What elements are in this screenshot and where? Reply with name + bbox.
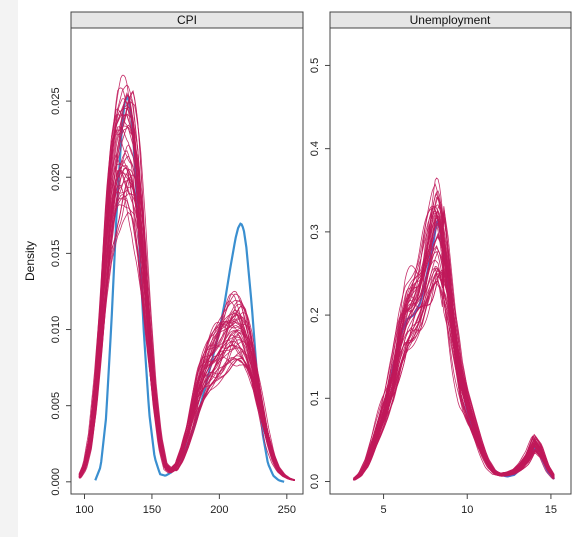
imputed-density-curve	[78, 94, 295, 481]
y-tick-label: 0.000	[50, 468, 62, 496]
imputed-density-curve	[353, 246, 555, 481]
imputed-density-curve	[78, 106, 296, 481]
imputed-density-curve	[353, 245, 555, 480]
unemployment-strip-title: Unemployment	[410, 13, 491, 27]
cpi-plot-frame	[70, 27, 304, 495]
imputed-density-curve	[79, 101, 295, 481]
x-tick-label: 15	[545, 504, 557, 516]
chart-canvas: CPI 100 150 200 250 0.0000.0050.0100.0150.0…	[23, 11, 572, 516]
imputed-density-curve	[78, 184, 296, 481]
imputed-density-curve	[78, 74, 295, 481]
x-tick-label: 250	[278, 504, 296, 516]
y-tick-label: 0.015	[50, 240, 62, 268]
cpi-x-axis: 100 150 200 250	[75, 494, 296, 516]
imputed-density-curve	[353, 210, 555, 481]
y-tick-label: 0.005	[50, 392, 62, 420]
unemployment-plot-frame	[329, 27, 572, 495]
x-tick-label: 5	[380, 504, 386, 516]
y-tick-label: 0.010	[50, 316, 62, 344]
y-tick-label: 0.3	[309, 224, 321, 239]
x-tick-label: 200	[210, 504, 228, 516]
cpi-panel: CPI 100 150 200 250 0.0000.0050.0100.0150.0…	[50, 11, 304, 516]
unemployment-curves	[352, 177, 556, 481]
unemployment-panel: Unemployment 5 10 15 0.0 0.1 0.2 0.3 0.4 0.5	[309, 11, 572, 516]
imputed-density-curve	[353, 177, 555, 480]
imputed-density-curve	[353, 246, 555, 480]
unemployment-y-axis: 0.0 0.1 0.2 0.3 0.4 0.5	[309, 58, 330, 489]
y-axis-label: Density	[23, 241, 37, 281]
y-tick-label: 0.1	[309, 391, 321, 406]
x-tick-label: 150	[143, 504, 161, 516]
y-tick-label: 0.4	[309, 141, 321, 156]
y-tick-label: 0.2	[309, 307, 321, 322]
y-tick-label: 0.025	[50, 87, 62, 115]
imputed-density-curve	[353, 227, 555, 481]
cpi-strip-title: CPI	[177, 13, 197, 27]
y-tick-label: 0.0	[309, 474, 321, 489]
cpi-y-axis: 0.000 0.005 0.010 0.015 0.020 0.025	[50, 87, 71, 496]
x-tick-label: 100	[75, 504, 93, 516]
y-tick-label: 0.020	[50, 163, 62, 191]
unemployment-x-axis: 5 10 15	[380, 494, 557, 516]
figure: CPI 100 150 200 250 0.000 0.005 0.010 0.015 0.0…	[18, 0, 577, 537]
imputed-density-curve	[353, 214, 555, 480]
imputed-density-curve	[353, 251, 555, 481]
y-tick-label: 0.5	[309, 58, 321, 73]
cpi-curves	[78, 74, 296, 483]
x-tick-label: 10	[461, 504, 473, 516]
